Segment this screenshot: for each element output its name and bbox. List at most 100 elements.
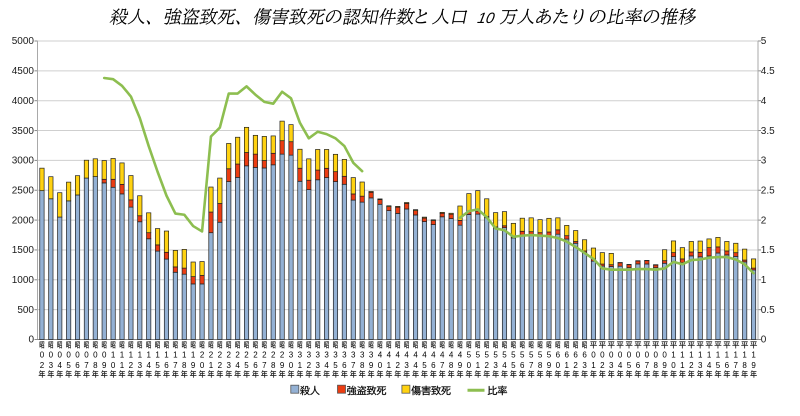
svg-text:9: 9 <box>102 361 107 370</box>
svg-text:0: 0 <box>556 361 561 370</box>
svg-text:3: 3 <box>315 361 320 370</box>
svg-text:9: 9 <box>191 361 196 370</box>
svg-text:5: 5 <box>511 361 516 370</box>
svg-text:2: 2 <box>396 361 401 370</box>
svg-text:0: 0 <box>662 351 667 360</box>
svg-text:6: 6 <box>725 361 730 370</box>
svg-text:9: 9 <box>662 361 667 370</box>
svg-text:3: 3 <box>49 361 54 370</box>
svg-text:2: 2 <box>280 351 285 360</box>
svg-text:3500: 3500 <box>12 126 35 137</box>
svg-text:3: 3 <box>360 351 365 360</box>
svg-text:1: 1 <box>173 351 178 360</box>
svg-text:8: 8 <box>271 361 276 370</box>
svg-text:5: 5 <box>422 361 427 370</box>
svg-text:2: 2 <box>209 351 214 360</box>
svg-text:0: 0 <box>289 361 294 370</box>
svg-text:9: 9 <box>547 361 552 370</box>
svg-text:6: 6 <box>164 361 169 370</box>
svg-text:1: 1 <box>591 361 596 370</box>
svg-text:8: 8 <box>653 361 658 370</box>
svg-text:1: 1 <box>164 351 169 360</box>
svg-text:7: 7 <box>529 361 534 370</box>
svg-text:8: 8 <box>360 361 365 370</box>
svg-text:4: 4 <box>396 351 401 360</box>
svg-text:1: 1 <box>761 275 767 286</box>
svg-text:6: 6 <box>565 351 570 360</box>
svg-text:1: 1 <box>680 361 685 370</box>
svg-text:7: 7 <box>645 361 650 370</box>
svg-text:2: 2 <box>307 361 312 370</box>
svg-text:0: 0 <box>28 335 34 346</box>
svg-text:1: 1 <box>387 361 392 370</box>
svg-text:1: 1 <box>716 351 721 360</box>
svg-text:5: 5 <box>520 351 525 360</box>
svg-text:4: 4 <box>324 361 329 370</box>
svg-text:7: 7 <box>734 361 739 370</box>
svg-text:6: 6 <box>431 361 436 370</box>
svg-text:2500: 2500 <box>12 185 35 196</box>
svg-text:6: 6 <box>636 361 641 370</box>
svg-text:2: 2 <box>761 215 767 226</box>
svg-text:0: 0 <box>609 351 614 360</box>
svg-text:1: 1 <box>698 351 703 360</box>
svg-text:8: 8 <box>538 361 543 370</box>
svg-text:4: 4 <box>707 361 712 370</box>
svg-text:3: 3 <box>138 361 143 370</box>
svg-text:6: 6 <box>573 351 578 360</box>
svg-text:3: 3 <box>761 156 767 167</box>
svg-text:4: 4 <box>387 351 392 360</box>
svg-text:4: 4 <box>235 361 240 370</box>
svg-text:3: 3 <box>404 361 409 370</box>
svg-text:7: 7 <box>440 361 445 370</box>
svg-text:1: 1 <box>671 351 676 360</box>
svg-text:9: 9 <box>369 361 374 370</box>
svg-text:5: 5 <box>761 36 767 47</box>
svg-text:5: 5 <box>511 351 516 360</box>
svg-text:1: 1 <box>191 351 196 360</box>
svg-text:4: 4 <box>146 361 151 370</box>
svg-text:3: 3 <box>307 351 312 360</box>
svg-text:3: 3 <box>582 361 587 370</box>
svg-text:5: 5 <box>529 351 534 360</box>
svg-text:4: 4 <box>502 361 507 370</box>
svg-text:2.5: 2.5 <box>761 185 775 196</box>
svg-text:0: 0 <box>627 351 632 360</box>
svg-text:1.5: 1.5 <box>761 245 775 256</box>
svg-text:4: 4 <box>761 96 767 107</box>
svg-text:3: 3 <box>609 361 614 370</box>
svg-text:5: 5 <box>476 351 481 360</box>
svg-text:2: 2 <box>218 351 223 360</box>
svg-text:0: 0 <box>75 351 80 360</box>
svg-text:4: 4 <box>431 351 436 360</box>
svg-text:2: 2 <box>253 351 258 360</box>
svg-text:1: 1 <box>138 351 143 360</box>
svg-text:2: 2 <box>218 361 223 370</box>
svg-text:0: 0 <box>645 351 650 360</box>
svg-text:0: 0 <box>58 351 63 360</box>
svg-text:3: 3 <box>289 351 294 360</box>
svg-text:4: 4 <box>378 351 383 360</box>
svg-text:4.5: 4.5 <box>761 66 775 77</box>
svg-text:6: 6 <box>75 361 80 370</box>
svg-text:2: 2 <box>600 361 605 370</box>
svg-text:5: 5 <box>484 351 489 360</box>
svg-text:2: 2 <box>689 361 694 370</box>
svg-text:0: 0 <box>600 351 605 360</box>
svg-text:4: 4 <box>404 351 409 360</box>
svg-text:9: 9 <box>458 361 463 370</box>
svg-text:1: 1 <box>734 351 739 360</box>
svg-text:2: 2 <box>262 351 267 360</box>
svg-text:3: 3 <box>342 351 347 360</box>
svg-text:7: 7 <box>84 361 89 370</box>
svg-text:1: 1 <box>155 351 160 360</box>
svg-text:2: 2 <box>573 361 578 370</box>
svg-text:0: 0 <box>200 361 205 370</box>
svg-text:1: 1 <box>120 351 125 360</box>
svg-text:3: 3 <box>493 361 498 370</box>
svg-text:0: 0 <box>591 351 596 360</box>
svg-text:1: 1 <box>725 351 730 360</box>
svg-text:5: 5 <box>547 351 552 360</box>
svg-text:0: 0 <box>653 351 658 360</box>
svg-text:5: 5 <box>155 361 160 370</box>
